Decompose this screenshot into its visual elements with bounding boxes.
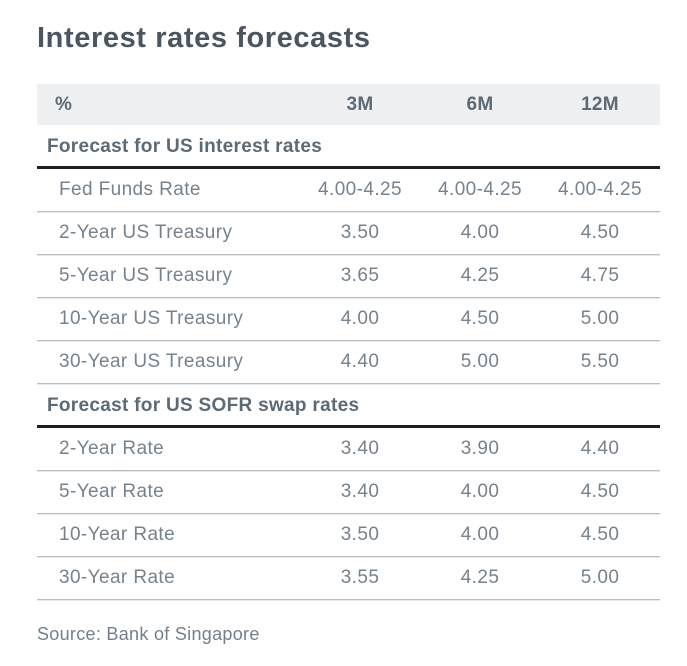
- table-row: 5-Year US Treasury 3.65 4.25 4.75: [37, 255, 660, 298]
- row-label: 10-Year Rate: [59, 524, 176, 545]
- row-value: 4.00-4.25: [438, 179, 522, 200]
- row-label: 5-Year US Treasury: [59, 265, 233, 286]
- row-value: 3.40: [340, 438, 380, 459]
- column-header-3m: 3M: [346, 93, 374, 115]
- row-label: 10-Year US Treasury: [59, 308, 244, 329]
- table-row: Fed Funds Rate 4.00-4.25 4.00-4.25 4.00-4.2…: [37, 169, 660, 212]
- column-header-unit: %: [55, 93, 73, 115]
- row-value: 3.50: [340, 524, 380, 545]
- row-value: 4.25: [460, 265, 500, 286]
- row-value: 4.50: [580, 481, 620, 502]
- source-note: Source: Bank of Singapore: [37, 624, 260, 644]
- section-header: Forecast for US SOFR swap rates: [37, 384, 660, 428]
- section-header: Forecast for US interest rates: [37, 125, 660, 169]
- row-value: 4.50: [460, 308, 500, 329]
- table-row: 10-Year US Treasury 4.00 4.50 5.00: [37, 298, 660, 341]
- column-header-6m: 6M: [466, 93, 494, 115]
- row-value: 5.00: [580, 567, 620, 588]
- row-value: 3.50: [340, 222, 380, 243]
- row-label: 5-Year Rate: [59, 481, 165, 502]
- row-label: 2-Year US Treasury: [59, 222, 233, 243]
- row-value: 3.55: [340, 567, 380, 588]
- row-value: 5.00: [460, 351, 500, 372]
- row-value: 4.00: [460, 524, 500, 545]
- row-value: 4.00-4.25: [558, 179, 642, 200]
- row-label: 30-Year US Treasury: [59, 351, 244, 372]
- row-value: 3.65: [340, 265, 380, 286]
- table-row: 10-Year Rate 3.50 4.00 4.50: [37, 514, 660, 557]
- row-label: Fed Funds Rate: [59, 179, 201, 200]
- table-body: Forecast for US interest rates Fed Funds …: [37, 125, 660, 600]
- row-value: 4.75: [580, 265, 620, 286]
- row-value: 5.50: [580, 351, 620, 372]
- row-value: 4.25: [460, 567, 500, 588]
- row-value: 4.50: [580, 222, 620, 243]
- table-row: 30-Year US Treasury 4.40 5.00 5.50: [37, 341, 660, 384]
- forecast-table: % 3M 6M 12M Forecast for US interest rat…: [37, 84, 660, 600]
- row-value: 3.90: [460, 438, 500, 459]
- row-label: 2-Year Rate: [59, 438, 165, 459]
- row-value: 4.00: [460, 481, 500, 502]
- row-value: 4.00: [460, 222, 500, 243]
- column-header-12m: 12M: [581, 93, 619, 115]
- row-label: 30-Year Rate: [59, 567, 176, 588]
- table-row: 2-Year Rate 3.40 3.90 4.40: [37, 428, 660, 471]
- table-row: 30-Year Rate 3.55 4.25 5.00: [37, 557, 660, 600]
- row-value: 5.00: [580, 308, 620, 329]
- row-value: 4.00-4.25: [318, 179, 402, 200]
- row-value: 4.40: [340, 351, 380, 372]
- row-value: 3.40: [340, 481, 380, 502]
- row-value: 4.50: [580, 524, 620, 545]
- table-row: 2-Year US Treasury 3.50 4.00 4.50: [37, 212, 660, 255]
- row-value: 4.40: [580, 438, 620, 459]
- table-row: 5-Year Rate 3.40 4.00 4.50: [37, 471, 660, 514]
- row-value: 4.00: [340, 308, 380, 329]
- report-figure: Interest rates forecasts % 3M 6M 12M For…: [37, 22, 660, 644]
- table-header-row: % 3M 6M 12M: [37, 84, 660, 125]
- page-title: Interest rates forecasts: [37, 22, 371, 54]
